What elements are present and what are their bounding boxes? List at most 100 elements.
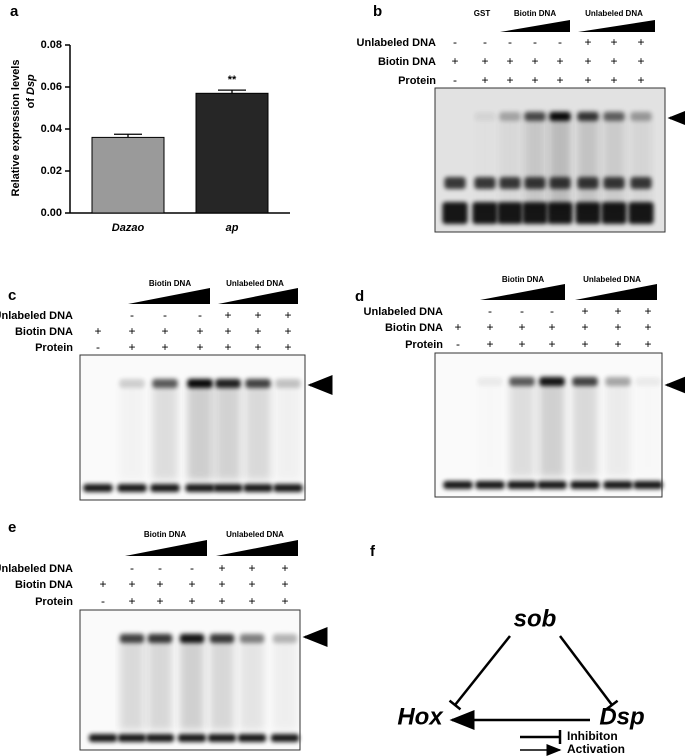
gel-border [434, 352, 663, 498]
gel-band [635, 377, 661, 386]
concentration-wedge [128, 288, 210, 304]
row-label: Unlabeled DNA [364, 306, 444, 318]
gel-band [474, 112, 496, 121]
gel-smear [572, 378, 598, 477]
gel-band [179, 634, 205, 643]
gel-smear [539, 378, 565, 477]
gel-band [442, 202, 468, 224]
panel-label: d [355, 288, 364, 305]
row-label: Biotin DNA [15, 326, 73, 338]
lane-sign: + [128, 594, 135, 608]
concentration-wedge [500, 20, 570, 32]
gel-band [275, 379, 301, 388]
lane-sign: + [531, 54, 538, 68]
gel-band [185, 484, 215, 492]
lane-sign: + [218, 577, 225, 591]
lane-sign: + [637, 35, 644, 49]
lane-sign: + [254, 340, 261, 354]
panel-label: a [10, 3, 19, 20]
inhibition-edge [559, 635, 613, 706]
row-label: Protein [35, 596, 73, 608]
gel-band [507, 481, 537, 489]
gel-smear [119, 380, 144, 480]
gel-band [499, 112, 521, 121]
row-label: Unlabeled DNA [0, 310, 73, 322]
lane-header: GST [474, 9, 491, 18]
gel-band [539, 377, 565, 386]
lane-sign: + [224, 340, 231, 354]
lane-sign: - [163, 308, 167, 322]
lane-header: Biotin DNA [144, 530, 186, 539]
lane-sign: - [456, 337, 460, 351]
gel-band [603, 112, 625, 121]
lane-sign: + [614, 337, 621, 351]
lane-sign: + [156, 577, 163, 591]
lane-sign: + [610, 54, 617, 68]
gel-band [119, 634, 145, 643]
lane-header: Unlabeled DNA [226, 279, 284, 288]
lane-sign: + [254, 324, 261, 338]
gel-band [177, 734, 207, 742]
gel-band [630, 112, 652, 121]
x-tick-label: Dazao [112, 222, 145, 234]
lane-sign: + [644, 337, 651, 351]
gel-smear [209, 635, 235, 730]
lane-sign: + [486, 320, 493, 334]
lane-sign: + [644, 320, 651, 334]
lane-sign: + [284, 340, 291, 354]
lane-sign: + [196, 340, 203, 354]
lane-sign: - [533, 35, 537, 49]
lane-header: Biotin DNA [514, 9, 556, 18]
lane-sign: + [161, 340, 168, 354]
gel-band [628, 202, 654, 224]
gel-smear [147, 635, 173, 730]
lane-sign: - [96, 340, 100, 354]
lane-sign: - [130, 308, 134, 322]
gel-band [209, 634, 235, 643]
gel-smear [605, 378, 631, 477]
gel-band [575, 202, 601, 224]
gel-band [497, 202, 523, 224]
lane-sign: + [224, 308, 231, 322]
lane-sign: + [451, 54, 458, 68]
gel-band [213, 484, 243, 492]
gel-band [187, 379, 213, 388]
gel-band [549, 112, 571, 121]
lane-sign: - [190, 561, 194, 575]
lane-sign: + [99, 577, 106, 591]
lane-sign: + [218, 561, 225, 575]
gel-band [605, 377, 631, 386]
lane-sign: + [581, 337, 588, 351]
gel-smear [499, 113, 521, 212]
error-bar [114, 133, 142, 138]
gel-band [472, 202, 498, 224]
lane-sign: + [284, 308, 291, 322]
gel-smear [275, 380, 300, 480]
lane-sign: + [481, 54, 488, 68]
gel-band [443, 481, 473, 489]
gel-band [603, 481, 633, 489]
inhibition-edge-bar [605, 699, 619, 711]
gel-band [570, 481, 600, 489]
row-label: Unlabeled DNA [357, 37, 437, 49]
lane-sign: - [520, 304, 524, 318]
significance: ** [228, 74, 237, 86]
concentration-wedge [216, 540, 298, 556]
gel-band [147, 634, 173, 643]
y-axis-title: Relative expression levels [10, 60, 22, 197]
lane-sign: + [644, 304, 651, 318]
gel-band [117, 734, 147, 742]
y-axis-title: Dsp [25, 74, 37, 95]
x-tick-label: ap [226, 222, 239, 234]
gel-band [522, 202, 548, 224]
node-label: sob [514, 605, 557, 632]
panel-label: b [373, 3, 382, 20]
lane-sign: + [584, 73, 591, 87]
lane-sign: - [130, 561, 134, 575]
lane-sign: + [610, 35, 617, 49]
lane-sign: - [550, 304, 554, 318]
lane-header: Unlabeled DNA [585, 9, 643, 18]
gel-band [88, 734, 118, 742]
gel-smear [630, 113, 652, 212]
gel-band [603, 177, 625, 189]
